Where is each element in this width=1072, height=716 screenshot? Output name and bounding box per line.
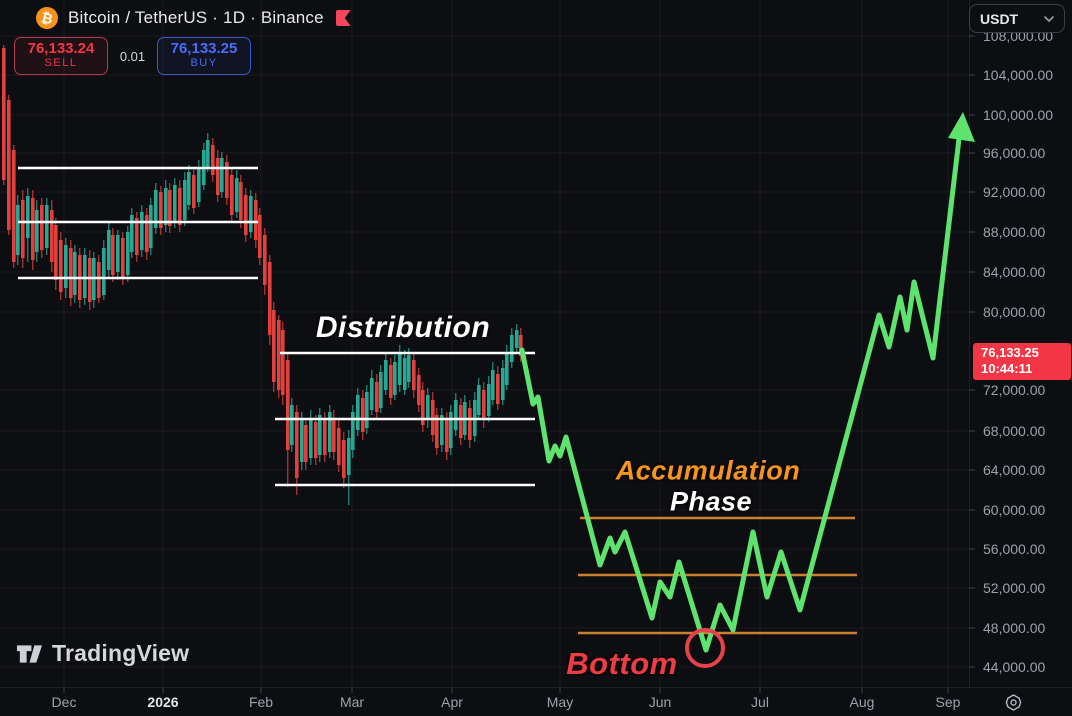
annotation-accumulation: Accumulation bbox=[615, 455, 801, 486]
buy-button[interactable]: 76,133.25 BUY bbox=[157, 37, 251, 75]
bar-countdown: 10:44:11 bbox=[981, 361, 1033, 376]
settings-gear-icon[interactable] bbox=[997, 690, 1029, 714]
projection-path bbox=[519, 112, 975, 653]
time-axis-label: May bbox=[546, 694, 574, 710]
price-axis-label: 100,000.00 bbox=[983, 107, 1054, 123]
price-axis-label: 64,000.00 bbox=[983, 462, 1046, 478]
buy-price: 76,133.25 bbox=[170, 40, 238, 57]
tradingview-logo-icon bbox=[16, 644, 43, 663]
annotation-phase: Phase bbox=[669, 486, 753, 517]
price-axis-label: 84,000.00 bbox=[983, 264, 1046, 280]
time-axis-label: Jul bbox=[751, 694, 769, 710]
symbol-title[interactable]: Bitcoin / TetherUS · 1D · Binance bbox=[68, 8, 324, 27]
price-axis-label: 52,000.00 bbox=[983, 580, 1046, 596]
sell-button[interactable]: 76,133.24 SELL bbox=[14, 37, 108, 75]
time-axis-label: 2026 bbox=[147, 694, 179, 710]
last-price: 76,133.25 bbox=[981, 345, 1039, 360]
tradingview-logo-text: TradingView bbox=[52, 640, 190, 666]
time-axis-label: Jun bbox=[648, 694, 672, 710]
currency-dropdown[interactable]: USDT bbox=[969, 4, 1065, 33]
price-axis-label: 92,000.00 bbox=[983, 184, 1046, 200]
price-axis-label: 88,000.00 bbox=[983, 224, 1046, 240]
price-axis-label: 60,000.00 bbox=[983, 502, 1046, 518]
trade-buttons: 76,133.24 SELL 0.01 76,133.25 BUY bbox=[14, 37, 351, 75]
tradingview-logo: TradingView bbox=[16, 640, 189, 667]
grid-lines bbox=[0, 0, 975, 693]
time-axis-label: Dec bbox=[51, 694, 77, 710]
time-axis-label: Apr bbox=[441, 694, 463, 710]
bottom-circle bbox=[685, 628, 725, 668]
price-axis-label: 104,000.00 bbox=[983, 67, 1054, 83]
sell-label: SELL bbox=[44, 57, 78, 69]
last-price-badge: 76,133.25 10:44:11 bbox=[973, 343, 1071, 380]
time-axis-label: Sep bbox=[935, 694, 961, 710]
price-axis-label: 72,000.00 bbox=[983, 382, 1046, 398]
price-axis-label: 68,000.00 bbox=[983, 423, 1046, 439]
currency-dropdown-label: USDT bbox=[980, 10, 1019, 27]
price-axis[interactable]: 108,000.00 104,000.00 100,000.00 96,000.00 9… bbox=[969, 0, 1072, 688]
level-lines bbox=[18, 166, 857, 635]
chart-header: ₿ Bitcoin / TetherUS · 1D · Binance 76,1… bbox=[0, 0, 351, 75]
time-axis-label: Mar bbox=[339, 694, 365, 710]
candles bbox=[2, 45, 523, 505]
sell-price: 76,133.24 bbox=[27, 40, 95, 57]
bitcoin-icon: ₿ bbox=[33, 4, 61, 32]
time-axis-label: Aug bbox=[849, 694, 875, 710]
time-axis-label: Feb bbox=[248, 694, 274, 710]
flag-icon[interactable] bbox=[335, 10, 351, 26]
symbol-row: ₿ Bitcoin / TetherUS · 1D · Binance bbox=[0, 0, 351, 32]
price-axis-label: 80,000.00 bbox=[983, 304, 1046, 320]
annotation-bottom: Bottom bbox=[566, 646, 678, 681]
spread-value: 0.01 bbox=[119, 48, 146, 64]
chevron-down-icon bbox=[1044, 15, 1054, 22]
price-axis-label: 96,000.00 bbox=[983, 145, 1046, 161]
buy-label: BUY bbox=[190, 57, 218, 69]
time-axis[interactable]: Dec 2026 Feb Mar Apr May Jun Jul Aug Sep bbox=[0, 687, 1072, 716]
price-axis-label: 48,000.00 bbox=[983, 620, 1046, 636]
price-axis-label: 56,000.00 bbox=[983, 541, 1046, 557]
annotation-distribution: Distribution bbox=[315, 311, 491, 344]
price-axis-label: 44,000.00 bbox=[983, 659, 1046, 675]
